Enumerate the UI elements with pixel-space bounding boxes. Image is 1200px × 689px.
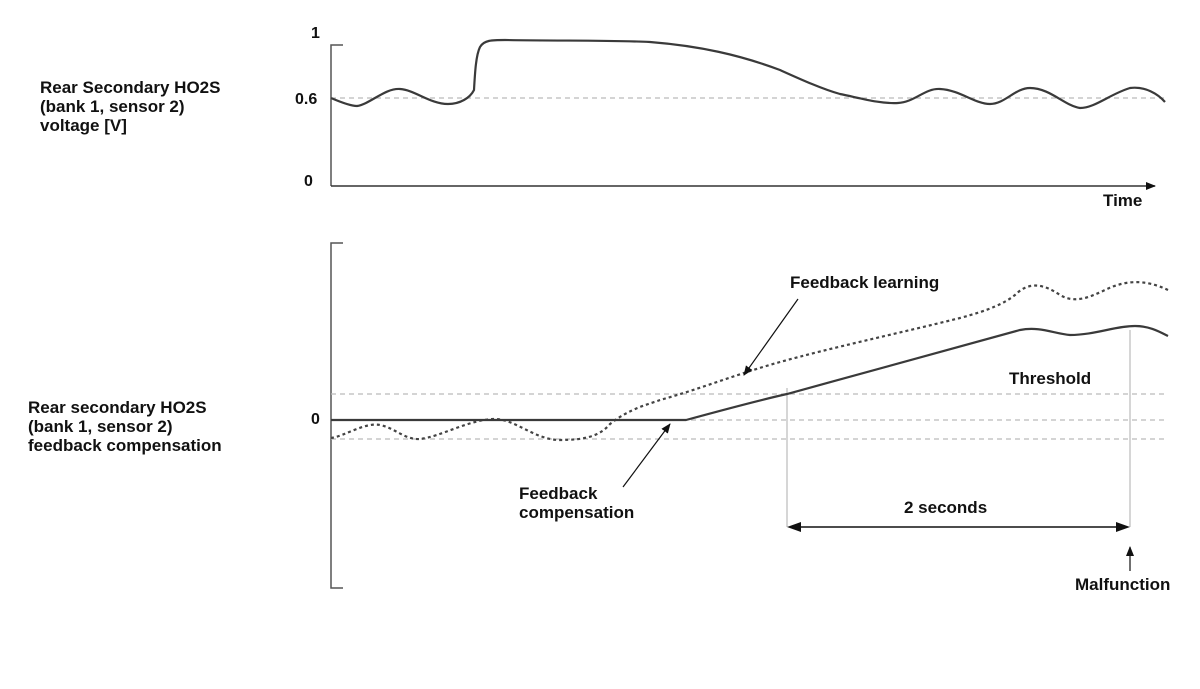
feedback-compensation-trace (331, 324, 1169, 422)
feedback-learning-label: Feedback learning (790, 273, 939, 292)
bottom-tick-0: 0 (311, 411, 320, 428)
bottom-y-axis-bracket (330, 242, 343, 589)
top-panel-label-line-3: voltage [V] (40, 116, 127, 135)
duration-label: 2 seconds (904, 498, 987, 517)
voltage-trace (330, 38, 1166, 110)
feedback-learning-arrow (743, 298, 799, 376)
malfunction-label: Malfunction (1075, 575, 1170, 594)
bottom-panel: Rear secondary HO2S (bank 1, sensor 2) f… (28, 242, 1170, 594)
top-panel-label-line-2: (bank 1, sensor 2) (40, 97, 185, 116)
time-axis-label: Time (1103, 191, 1142, 210)
svg-text:Feedback compensation: Feedback compensation (519, 484, 634, 522)
feedback-compensation-label-line-2: compensation (519, 503, 634, 522)
top-tick-1: 1 (311, 25, 320, 42)
threshold-label: Threshold (1009, 369, 1091, 388)
svg-text:Rear secondary HO2S (ban: Rear secondary HO2S (bank 1, sensor 2) f… (28, 398, 222, 455)
bottom-panel-label-line-1: Rear secondary HO2S (28, 398, 207, 417)
feedback-learning-trace (330, 281, 1169, 442)
feedback-compensation-label-line-1: Feedback (519, 484, 598, 503)
top-tick-0-6: 0.6 (295, 91, 317, 108)
svg-text:Rear Secondary HO2S (ban: Rear Secondary HO2S (bank 1, sensor 2) v… (40, 78, 225, 135)
feedback-compensation-arrow (622, 423, 671, 488)
bottom-panel-label-line-3: feedback compensation (28, 436, 222, 455)
top-tick-0: 0 (304, 173, 313, 190)
duration-arrow-right (1116, 522, 1130, 532)
top-panel-label-line-1: Rear Secondary HO2S (40, 78, 220, 97)
bottom-panel-label-line-2: (bank 1, sensor 2) (28, 417, 173, 436)
duration-arrow-left (787, 522, 801, 532)
top-y-axis (330, 44, 343, 186)
top-panel: Rear Secondary HO2S (bank 1, sensor 2) v… (40, 25, 1166, 210)
